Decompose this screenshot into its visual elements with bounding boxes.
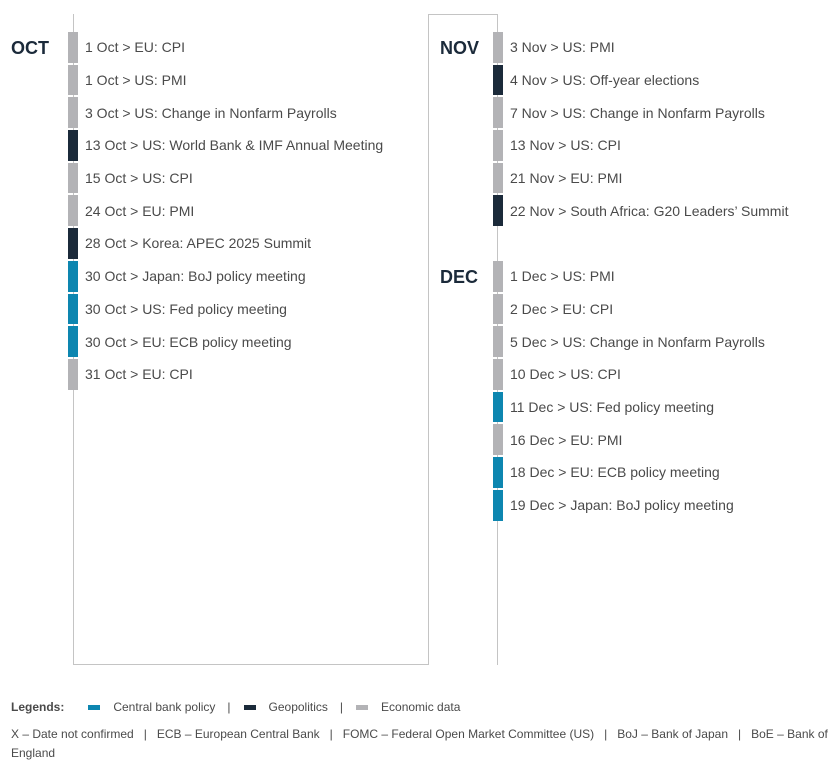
event-category-marker	[493, 97, 503, 129]
event-text: 31 Oct > EU: CPI	[85, 366, 193, 383]
legend-separator: |	[339, 700, 344, 714]
event-category-marker	[493, 457, 503, 488]
legend: Legends: Central bank policy | Geopoliti…	[11, 700, 460, 714]
event-category-marker	[493, 162, 503, 194]
event-category-marker	[493, 64, 503, 96]
event-category-marker	[493, 489, 503, 521]
event-text: 13 Oct > US: World Bank & IMF Annual Mee…	[85, 137, 384, 154]
legend-label-economic: Economic data	[381, 700, 461, 714]
event-text: 16 Dec > EU: PMI	[510, 431, 623, 448]
event-text: 5 Dec > US: Change in Nonfarm Payrolls	[510, 333, 765, 350]
event-text: 22 Nov > South Africa: G20 Leaders’ Summ…	[510, 202, 789, 219]
oct-column-right-border	[428, 14, 429, 665]
month-label-oct: OCT	[11, 38, 49, 58]
event-text: 3 Nov > US: PMI	[510, 39, 615, 56]
legend-separator: |	[227, 700, 231, 714]
event-text: 3 Oct > US: Change in Nonfarm Payrolls	[85, 104, 337, 121]
event-category-marker	[493, 424, 503, 456]
nov-column-top-border	[428, 14, 498, 15]
event-category-marker	[68, 326, 78, 357]
event-text: 15 Oct > US: CPI	[85, 170, 193, 187]
legend-label-geopolitics: Geopolitics	[268, 700, 328, 714]
event-text: 4 Nov > US: Off-year elections	[510, 72, 700, 89]
legend-label-central-bank: Central bank policy	[113, 700, 216, 714]
event-category-marker	[493, 391, 503, 423]
abbreviations-note: X – Date not confirmed | ECB – European …	[11, 727, 832, 760]
oct-column-bottom-border	[73, 664, 429, 665]
event-category-marker	[493, 130, 503, 161]
event-category-marker	[493, 359, 503, 390]
event-text: 2 Dec > EU: CPI	[510, 301, 614, 318]
event-text: 7 Nov > US: Change in Nonfarm Payrolls	[510, 104, 765, 121]
event-category-marker	[493, 261, 503, 292]
event-category-marker	[68, 130, 78, 161]
event-text: 1 Oct > EU: CPI	[85, 39, 185, 56]
event-text: 24 Oct > EU: PMI	[85, 202, 195, 219]
event-text: 30 Oct > US: Fed policy meeting	[85, 300, 287, 317]
legend-swatch-geopolitics	[243, 704, 256, 710]
event-category-marker	[68, 358, 78, 390]
month-label-dec: DEC	[440, 267, 479, 287]
legend-swatch-central-bank	[88, 704, 101, 710]
legend-title: Legends:	[11, 700, 65, 714]
event-category-marker	[493, 32, 503, 63]
event-category-marker	[68, 195, 78, 227]
event-text: 30 Oct > EU: ECB policy meeting	[85, 333, 292, 350]
event-category-marker	[493, 293, 503, 325]
event-text: 19 Dec > Japan: BoJ policy meeting	[510, 497, 734, 514]
event-text: 1 Oct > US: PMI	[85, 72, 187, 89]
event-text: 18 Dec > EU: ECB policy meeting	[510, 464, 720, 481]
event-category-marker	[493, 326, 503, 358]
event-category-marker	[68, 162, 78, 194]
event-text: 1 Dec > US: PMI	[510, 268, 615, 285]
event-category-marker	[68, 260, 78, 292]
event-category-marker	[68, 97, 78, 129]
event-text: 13 Nov > US: CPI	[510, 137, 621, 154]
month-label-nov: NOV	[440, 38, 480, 58]
event-text: 10 Dec > US: CPI	[510, 366, 621, 383]
event-text: 11 Dec > US: Fed policy meeting	[510, 399, 715, 416]
event-category-marker	[68, 293, 78, 325]
event-text: 21 Nov > EU: PMI	[510, 170, 623, 187]
event-text: 28 Oct > Korea: APEC 2025 Summit	[85, 235, 312, 252]
event-category-marker	[68, 64, 78, 96]
event-category-marker	[68, 32, 78, 63]
event-category-marker	[68, 228, 78, 259]
event-text: 30 Oct > Japan: BoJ policy meeting	[85, 268, 306, 285]
legend-swatch-economic	[356, 704, 369, 710]
event-category-marker	[493, 195, 503, 227]
